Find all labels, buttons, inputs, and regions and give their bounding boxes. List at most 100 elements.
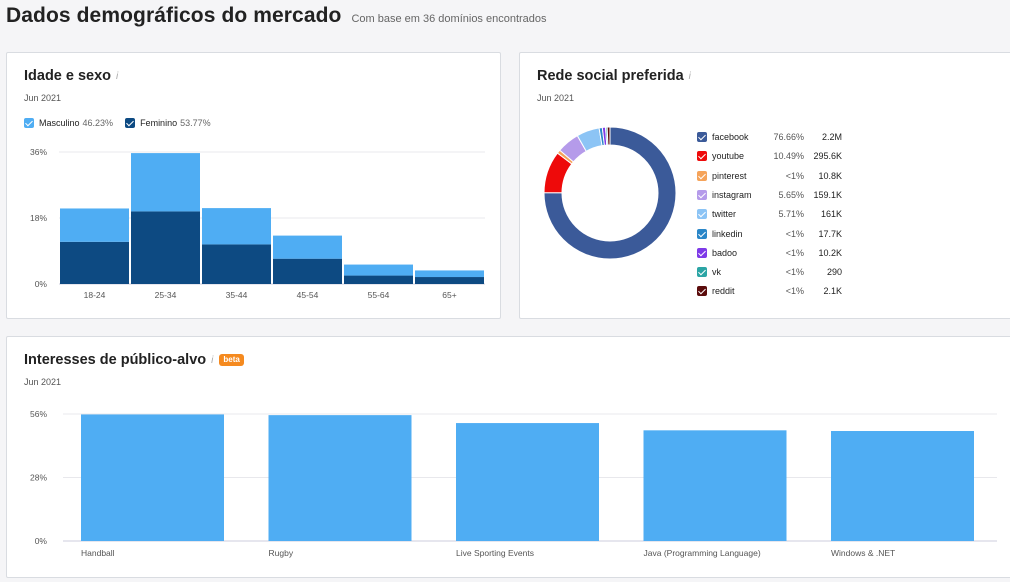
social-donut-chart <box>543 126 677 260</box>
x-tick-label: 55-64 <box>368 290 390 300</box>
x-tick-label: 25-34 <box>155 290 177 300</box>
legend-male-pct: 46.23% <box>82 118 114 128</box>
x-tick-label: 45-54 <box>297 290 319 300</box>
social-card: Rede social preferida i Jun 2021 faceboo… <box>519 52 1010 319</box>
social-pct: <1% <box>785 267 804 278</box>
x-tick-label: 65+ <box>442 290 456 300</box>
social-value: 295.6K <box>813 151 842 162</box>
checkbox-icon[interactable] <box>697 189 707 200</box>
social-legend-row[interactable]: linkedin <1% 17.7K <box>697 227 842 241</box>
page-title: Dados demográficos do mercado <box>6 4 342 27</box>
legend-female-label: Feminino <box>140 118 178 128</box>
x-tick-label: Live Sporting Events <box>456 548 534 558</box>
social-pct: <1% <box>785 228 804 239</box>
bar-female[interactable] <box>273 258 342 284</box>
social-value: 10.8K <box>818 170 842 181</box>
social-legend-row[interactable]: twitter 5.71% 161K <box>697 207 842 221</box>
social-pct: <1% <box>785 286 804 297</box>
social-legend-row[interactable]: vk <1% 290 <box>697 265 842 279</box>
social-name: youtube <box>712 151 745 162</box>
social-legend-row[interactable]: pinterest <1% 10.8K <box>697 169 842 183</box>
interests-date: Jun 2021 <box>24 377 62 387</box>
bar-male[interactable] <box>131 153 200 212</box>
social-name: instagram <box>712 189 752 200</box>
age-sex-legend: Masculino 46.23% Feminino 53.77% <box>24 118 223 128</box>
x-tick-label: Java (Programming Language) <box>644 548 761 558</box>
social-pct: <1% <box>785 247 804 258</box>
x-tick-label: Rugby <box>269 548 294 558</box>
info-icon[interactable]: i <box>211 354 214 366</box>
interests-title: Interesses de público-alvo i beta <box>24 352 244 368</box>
checkbox-icon[interactable] <box>697 151 707 162</box>
interest-bar[interactable] <box>268 415 412 541</box>
social-legend-row[interactable]: youtube 10.49% 295.6K <box>697 149 842 163</box>
x-tick-label: 35-44 <box>226 290 248 300</box>
donut-slice-reddit[interactable] <box>606 126 611 146</box>
age-sex-card: Idade e sexo i Jun 2021 Masculino 46.23%… <box>6 52 501 319</box>
social-name: linkedin <box>712 228 743 239</box>
social-value: 10.2K <box>818 247 842 258</box>
bar-male[interactable] <box>202 208 271 245</box>
checkbox-icon[interactable] <box>697 228 707 239</box>
checkbox-icon[interactable] <box>125 118 136 128</box>
checkbox-icon[interactable] <box>697 170 707 181</box>
age-sex-title: Idade e sexo i <box>24 68 118 84</box>
page-subtitle: Com base em 36 domínios encontrados <box>351 13 547 25</box>
x-tick-label: 18-24 <box>84 290 106 300</box>
social-pct: <1% <box>785 170 804 181</box>
social-name: vk <box>712 267 721 278</box>
checkbox-icon[interactable] <box>697 132 707 142</box>
bar-male[interactable] <box>344 264 413 276</box>
social-value: 2.2M <box>821 132 842 142</box>
interest-bar[interactable] <box>831 431 974 541</box>
x-tick-label: Windows & .NET <box>831 548 895 558</box>
interest-bar[interactable] <box>81 414 224 541</box>
social-value: 161K <box>820 209 842 220</box>
interest-bar[interactable] <box>456 423 599 541</box>
legend-male-label: Masculino <box>39 118 80 128</box>
social-legend-row[interactable]: badoo <1% 10.2K <box>697 246 842 260</box>
age-sex-date: Jun 2021 <box>24 93 62 103</box>
checkbox-icon[interactable] <box>697 267 707 278</box>
social-title: Rede social preferida i <box>537 68 691 84</box>
bar-female[interactable] <box>60 241 129 284</box>
interest-bar[interactable] <box>643 430 787 541</box>
y-tick-label: 36% <box>30 147 47 157</box>
bar-male[interactable] <box>60 208 129 242</box>
donut-slice-facebook[interactable] <box>543 126 677 260</box>
social-title-text: Rede social preferida <box>537 68 684 84</box>
info-icon[interactable]: i <box>688 70 691 82</box>
bar-female[interactable] <box>415 277 484 284</box>
social-value: 2.1K <box>823 286 842 297</box>
checkbox-icon[interactable] <box>24 118 34 128</box>
checkbox-icon[interactable] <box>697 247 707 258</box>
social-legend-row[interactable]: instagram 5.65% 159.1K <box>697 188 842 202</box>
social-name: twitter <box>712 209 737 220</box>
social-pct: 5.65% <box>778 189 804 200</box>
legend-item-male[interactable]: Masculino 46.23% <box>24 118 113 128</box>
beta-badge: beta <box>219 354 244 366</box>
checkbox-icon[interactable] <box>697 209 707 220</box>
bar-male[interactable] <box>273 235 342 259</box>
social-value: 17.7K <box>818 228 842 239</box>
bar-female[interactable] <box>131 211 200 284</box>
y-tick-label: 0% <box>35 536 48 546</box>
y-tick-label: 18% <box>30 213 47 223</box>
social-legend-row[interactable]: reddit <1% 2.1K <box>697 284 842 298</box>
social-legend-row[interactable]: facebook 76.66% 2.2M <box>697 130 842 144</box>
y-tick-label: 56% <box>30 409 47 419</box>
bar-female[interactable] <box>344 275 413 284</box>
y-tick-label: 28% <box>30 473 47 483</box>
age-sex-chart: 0% 18% 36% 18-24 25-34 35-44 45-54 55-64 65+ <box>30 147 485 300</box>
bar-male[interactable] <box>415 270 484 278</box>
social-name: reddit <box>712 286 735 297</box>
legend-female-pct: 53.77% <box>180 118 211 128</box>
social-name: facebook <box>712 132 749 142</box>
info-icon[interactable]: i <box>116 70 119 82</box>
legend-item-female[interactable]: Feminino 53.77% <box>125 118 211 128</box>
checkbox-icon[interactable] <box>697 286 707 297</box>
social-date: Jun 2021 <box>537 93 575 103</box>
age-sex-title-text: Idade e sexo <box>24 68 112 84</box>
social-pct: 5.71% <box>778 209 804 220</box>
bar-female[interactable] <box>202 244 271 284</box>
